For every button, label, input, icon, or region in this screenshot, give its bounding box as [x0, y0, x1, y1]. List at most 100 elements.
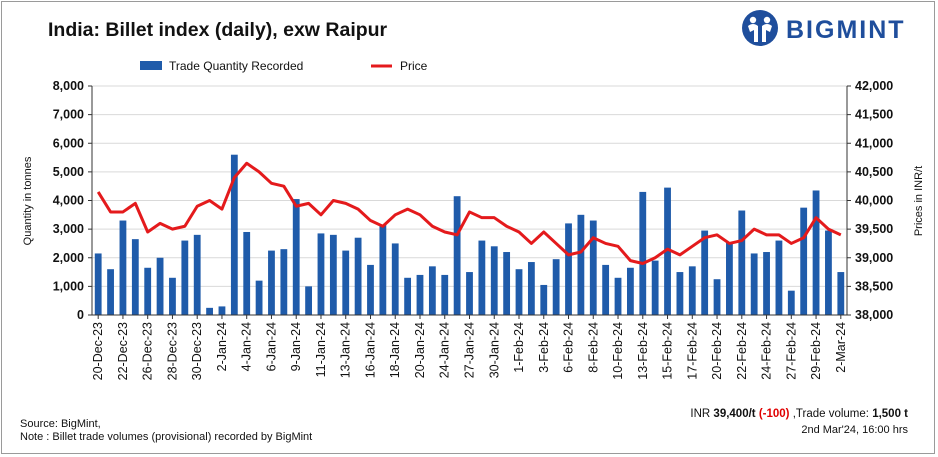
- x-tick-label: 15-Feb-24: [661, 322, 675, 380]
- quantity-bar: [503, 252, 511, 315]
- quantity-bar: [726, 242, 733, 315]
- quantity-bar: [651, 260, 659, 315]
- x-tick-label: 4-Jan-24: [240, 322, 254, 371]
- x-tick-label: 16-Jan-24: [363, 322, 377, 378]
- quantity-bar: [292, 199, 300, 315]
- price-line: [96, 161, 842, 265]
- x-tick-label: 6-Feb-24: [562, 322, 576, 373]
- quantity-bar: [131, 239, 139, 315]
- quantity-bar: [268, 250, 275, 315]
- quantity-bar: [812, 190, 820, 315]
- quantity-bar: [119, 220, 127, 315]
- quantity-bar: [107, 269, 114, 315]
- quantity-bar: [552, 259, 560, 315]
- x-tick-label: 2-Mar-24: [834, 322, 848, 373]
- x-tick-label: 22-Dec-23: [116, 322, 130, 380]
- left-axis-label: Quantity in tonnes: [22, 156, 34, 245]
- right-tick-label: 41,000: [855, 136, 893, 150]
- x-axis-ticks: 20-Dec-23 22-Dec-23 26-Dec-23 28-Dec-23 30-D…: [91, 315, 848, 380]
- x-tick-label: 28-Dec-23: [165, 322, 179, 380]
- bigmint-logo-text: BIGMINT: [786, 16, 906, 44]
- quantity-bar: [379, 224, 387, 315]
- quantity-bar: [701, 230, 709, 315]
- price-value: 39,400/t: [713, 408, 756, 420]
- right-tick-label: 39,000: [855, 251, 893, 265]
- x-tick-label: 9-Jan-24: [289, 322, 303, 371]
- quantity-bar: [527, 262, 535, 315]
- right-tick-label: 39,500: [855, 222, 893, 236]
- quantity-bar: [181, 240, 189, 315]
- quantity-bar: [94, 253, 102, 315]
- legend: Trade Quantity Recorded Price: [140, 59, 428, 73]
- quantity-bar: [230, 154, 238, 315]
- quantity-bar: [367, 264, 374, 315]
- quantity-bar: [466, 272, 473, 315]
- quantity-bar: [305, 286, 313, 315]
- combo-chart: 0 1,000 2,000 3,000 4,000 5,000 6,000 7,000 8,00…: [22, 59, 925, 380]
- gridlines: [92, 85, 847, 287]
- quantity-bar: [775, 240, 783, 315]
- quantity-bar: [329, 234, 337, 315]
- quantity-bar: [156, 257, 164, 315]
- x-tick-label: 11-Jan-24: [314, 322, 328, 377]
- legend-line-label: Price: [400, 59, 428, 73]
- left-tick-label: 5,000: [53, 165, 84, 179]
- quantity-bar: [800, 207, 808, 315]
- left-axis-ticks: 0 1,000 2,000 3,000 4,000 5,000 6,000 7,000 8,00…: [53, 79, 92, 322]
- legend-bar-swatch: [140, 61, 162, 70]
- quantity-bar: [750, 253, 758, 315]
- bigmint-logo[interactable]: BIGMINT: [740, 8, 930, 48]
- left-tick-label: 3,000: [53, 222, 84, 236]
- x-tick-label: 6-Jan-24: [264, 322, 278, 371]
- quantity-bar: [763, 252, 770, 315]
- left-tick-label: 2,000: [53, 251, 84, 265]
- right-axis-label: Prices in INR/t: [913, 166, 925, 236]
- right-tick-label: 41,500: [855, 108, 893, 122]
- x-tick-label: 10-Feb-24: [611, 322, 625, 380]
- right-axis-ticks: 38,000 38,500 39,000 39,500 40,000 40,500 41,0…: [847, 79, 893, 322]
- x-tick-label: 29-Feb-24: [809, 322, 823, 380]
- x-tick-label: 30-Jan-24: [487, 322, 501, 378]
- quantity-bar: [614, 277, 622, 315]
- quantity-bar: [589, 220, 597, 315]
- right-tick-label: 38,500: [855, 279, 893, 293]
- x-tick-label: 24-Feb-24: [760, 322, 774, 380]
- quantity-bar: [688, 266, 696, 315]
- quantity-bar: [738, 210, 746, 315]
- x-tick-label: 20-Dec-23: [91, 322, 105, 380]
- note-text: Note : Billet trade volumes (provisional…: [20, 431, 313, 443]
- quantity-bar: [453, 196, 461, 315]
- x-tick-label: 22-Feb-24: [735, 322, 749, 380]
- x-tick-label: 18-Jan-24: [388, 322, 402, 378]
- quantity-bar: [428, 266, 436, 315]
- quantity-bar: [676, 272, 684, 315]
- quantity-bar: [515, 269, 523, 315]
- quantity-bar: [404, 277, 412, 315]
- quantity-bar: [243, 231, 251, 315]
- quantity-bar: [577, 214, 585, 315]
- bigmint-logo-icon: [742, 10, 778, 46]
- x-tick-label: 1-Feb-24: [512, 322, 526, 373]
- x-tick-label: 20-Feb-24: [710, 322, 724, 380]
- quantity-bar: [626, 267, 634, 315]
- left-tick-label: 1,000: [53, 279, 84, 293]
- x-tick-label: 26-Dec-23: [141, 322, 155, 380]
- left-tick-label: 4,000: [53, 194, 84, 208]
- x-tick-label: 13-Feb-24: [636, 322, 650, 380]
- source-text: Source: BigMint,: [20, 418, 101, 430]
- quantity-bar: [540, 284, 548, 315]
- volume-label: ,Trade volume:: [789, 408, 873, 420]
- quantity-bar: [639, 191, 647, 315]
- quantity-bar: [441, 274, 449, 315]
- left-tick-label: 7,000: [53, 108, 84, 122]
- quantity-bar: [255, 280, 263, 315]
- quantity-bar: [787, 290, 795, 315]
- quantity-bar: [354, 237, 362, 315]
- quantity-bar: [169, 277, 176, 315]
- left-tick-label: 6,000: [53, 136, 84, 150]
- right-tick-label: 40,500: [855, 165, 893, 179]
- quantity-bar: [478, 240, 486, 315]
- quantity-bar: [416, 274, 424, 315]
- quantity-bar: [317, 233, 325, 315]
